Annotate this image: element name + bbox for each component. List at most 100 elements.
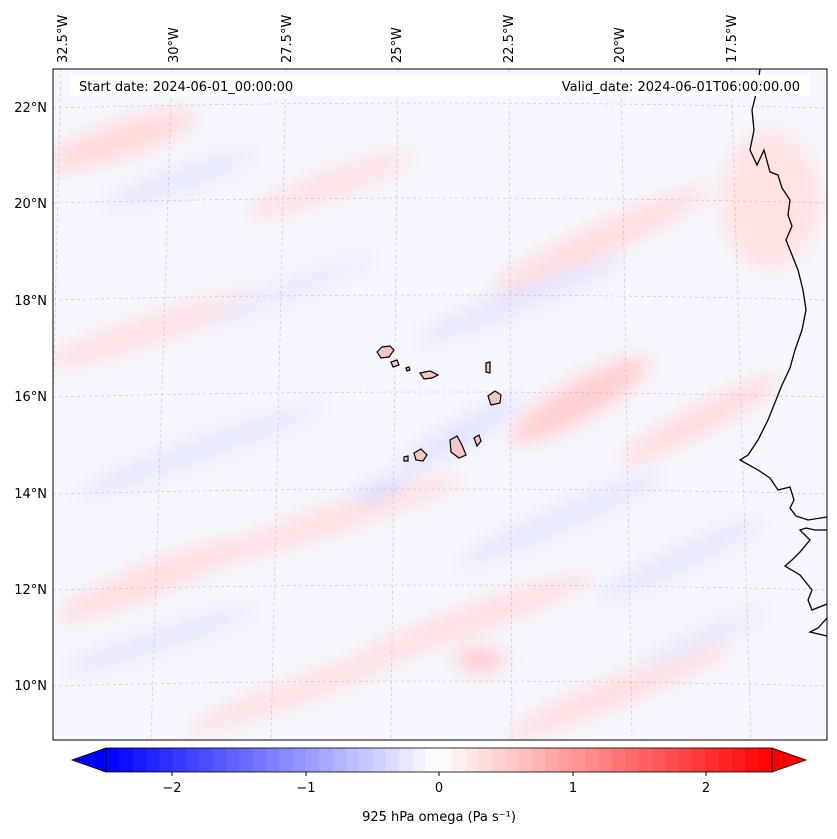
colorbar-cell — [145, 748, 160, 772]
colorbar-cell — [305, 748, 320, 772]
lon-label: 27.5°W — [280, 15, 295, 63]
parallel-gridline — [53, 584, 827, 591]
latitude-labels: 22°N 20°N 18°N 16°N 14°N 12°N 10°N — [14, 101, 47, 694]
omega-positive-area — [508, 643, 732, 737]
meridian-gridline — [508, 69, 513, 740]
colorbar-cell — [625, 748, 640, 772]
parallel-gridline — [53, 391, 827, 398]
meridian-gridline — [620, 69, 633, 740]
omega-positive-area — [196, 474, 464, 566]
omega-positive-area — [187, 647, 413, 733]
omega-positive-area — [620, 375, 780, 465]
colorbar-cell — [412, 748, 427, 772]
colorbar-cell — [252, 748, 267, 772]
lat-label: 12°N — [14, 583, 47, 598]
lat-label: 18°N — [14, 294, 47, 309]
omega-positive-area — [57, 539, 243, 621]
omega-field-blobs — [53, 109, 820, 737]
parallel-gridline — [53, 294, 827, 301]
island-fogo — [413, 448, 428, 462]
omega-negative-area — [636, 609, 764, 671]
colorbar-cell — [612, 748, 626, 772]
colorbar-cell — [385, 748, 400, 772]
colorbar-tick-label: −1 — [296, 781, 315, 796]
colorbar-cell — [665, 748, 680, 772]
colorbar-cell — [425, 748, 440, 772]
colorbar-cell — [106, 748, 120, 772]
colorbar-tick-label: 1 — [569, 781, 577, 796]
colorbar-cell — [745, 748, 760, 772]
colorbar-cell — [652, 748, 666, 772]
colorbar-cell — [598, 748, 613, 772]
colorbar-cell — [465, 748, 480, 772]
colorbar-cells — [106, 748, 773, 772]
meridian-gridline — [390, 69, 399, 740]
colorbar-cell — [492, 748, 507, 772]
valid-date-text: Valid_date: 2024-06-01T06:00:00.00 — [562, 80, 800, 95]
info-banner — [70, 75, 810, 96]
island-santiago — [449, 435, 467, 459]
map-frame — [52, 68, 828, 741]
colorbar-cell — [372, 748, 387, 772]
colorbar-cell — [399, 748, 413, 772]
omega-positive-area — [53, 290, 265, 370]
colorbar-cell — [119, 748, 134, 772]
lon-label: 20°W — [613, 27, 628, 63]
island-maio — [473, 434, 482, 448]
parallel-gridline — [53, 102, 827, 109]
colorbar-tick-label: −2 — [162, 781, 181, 796]
map-panel: Start date: 2024-06-01_00:00:00 Valid_da… — [52, 68, 828, 741]
lon-label: 25°W — [390, 27, 405, 63]
graticule — [53, 69, 827, 740]
omega-positive-area — [510, 356, 650, 444]
omega-negative-area — [104, 150, 256, 210]
colorbar-cell — [225, 748, 240, 772]
colorbar-cell — [758, 748, 773, 772]
lat-label: 20°N — [14, 197, 47, 212]
colorbar-cell — [359, 748, 373, 772]
omega-negative-area — [598, 519, 762, 601]
west-africa-coastline — [738, 69, 827, 637]
omega-negative-area — [64, 607, 256, 673]
meridian-gridline — [270, 69, 287, 740]
colorbar-cell — [332, 748, 347, 772]
island-sao-nicolau — [419, 370, 440, 380]
colorbar-high-extension — [771, 747, 808, 773]
colorbar: −2 −1 0 1 2 925 hPa omega (Pa s⁻¹) — [70, 747, 808, 825]
island-sal — [485, 361, 491, 374]
island-brava — [403, 455, 409, 462]
lon-label: 17.5°W — [725, 15, 740, 63]
omega-positive-area — [455, 648, 505, 672]
colorbar-cell — [212, 748, 227, 772]
colorbar-cell — [558, 748, 573, 772]
parallel-gridline — [53, 680, 827, 687]
omega-positive-area — [491, 187, 709, 293]
start-date-text: Start date: 2024-06-01_00:00:00 — [79, 80, 293, 95]
colorbar-cell — [585, 748, 600, 772]
omega-negative-area — [399, 398, 521, 472]
colorbar-cell — [265, 748, 280, 772]
omega-negative-area — [459, 473, 661, 567]
colorbar-label: 925 hPa omega (Pa s⁻¹) — [362, 810, 516, 825]
lat-label: 16°N — [14, 390, 47, 405]
omega-positive-area — [53, 109, 197, 171]
colorbar-cell — [732, 748, 746, 772]
colorbar-ticks: −2 −1 0 1 2 — [162, 772, 710, 796]
colorbar-cell — [292, 748, 307, 772]
colorbar-cell — [572, 748, 587, 772]
lat-label: 14°N — [14, 487, 47, 502]
colorbar-cell — [718, 748, 733, 772]
colorbar-cell — [505, 748, 520, 772]
colorbar-cell — [692, 748, 706, 772]
colorbar-cell — [172, 748, 187, 772]
meridian-gridline — [150, 69, 173, 740]
longitude-labels: 32.5°W 30°W 27.5°W 25°W 22.5°W 20°W 17.5… — [56, 15, 740, 63]
colorbar-tick-label: 0 — [435, 781, 443, 796]
lon-label: 32.5°W — [56, 15, 71, 63]
omega-negative-area — [206, 255, 374, 325]
colorbar-cell — [279, 748, 293, 772]
colorbar-cell — [185, 748, 200, 772]
omega-positive-area — [347, 573, 593, 667]
cape-verde-islands — [376, 345, 502, 462]
